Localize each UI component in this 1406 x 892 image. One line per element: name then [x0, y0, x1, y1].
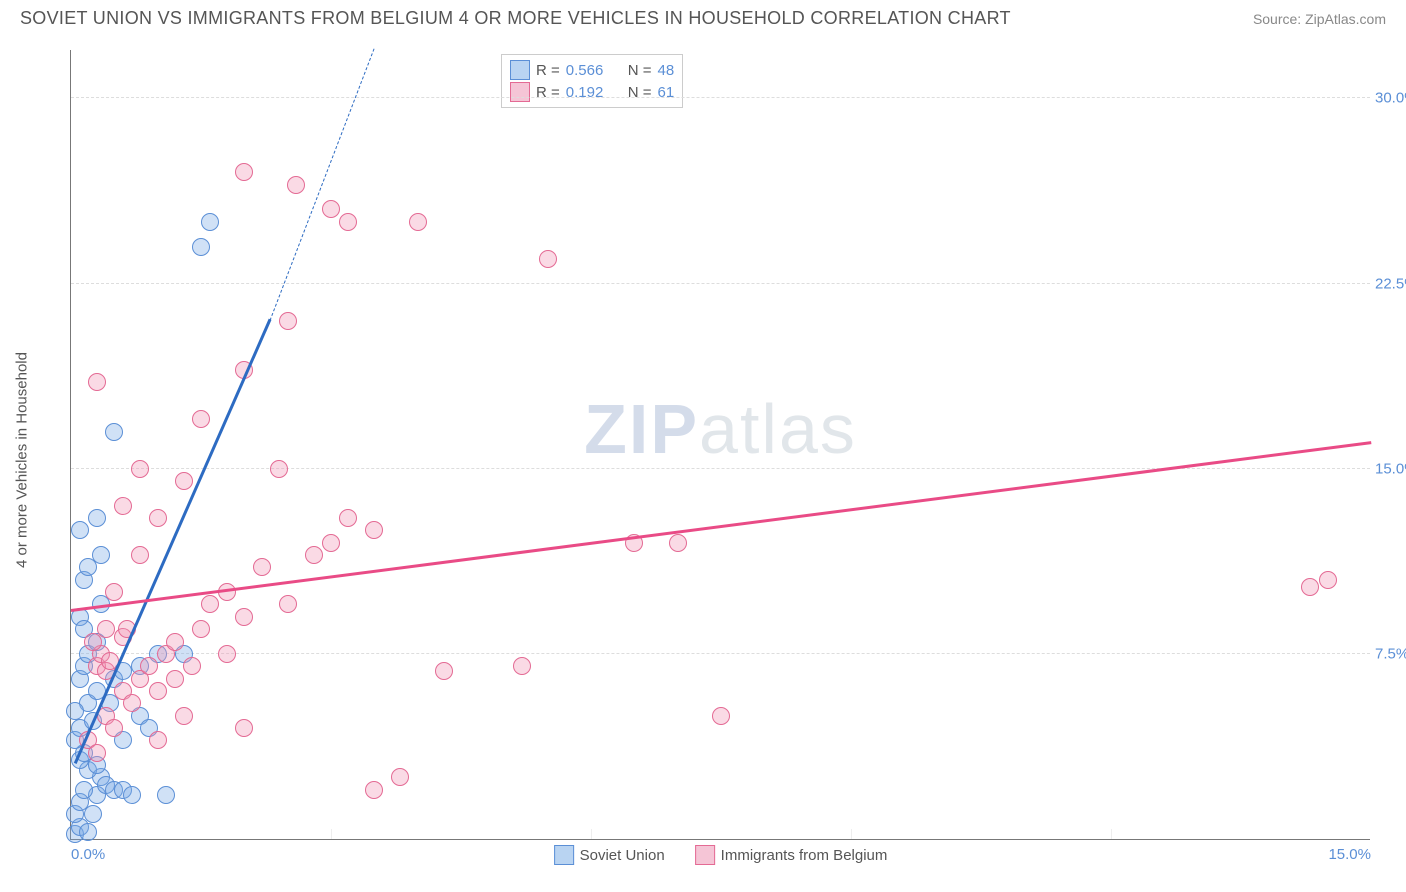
data-point-soviet	[79, 823, 97, 841]
bottom-legend: Soviet Union Immigrants from Belgium	[554, 845, 888, 865]
data-point-soviet	[105, 423, 123, 441]
watermark: ZIPatlas	[584, 389, 857, 469]
data-point-soviet	[201, 213, 219, 231]
data-point-belgium	[322, 200, 340, 218]
n-value-soviet: 48	[658, 62, 675, 79]
x-tick-label: 15.0%	[1328, 846, 1371, 863]
x-minor-tick	[331, 829, 332, 839]
swatch-soviet	[510, 60, 530, 80]
data-point-belgium	[149, 731, 167, 749]
data-point-belgium	[391, 768, 409, 786]
data-point-soviet	[88, 509, 106, 527]
y-tick-label: 15.0%	[1375, 460, 1406, 477]
y-tick-label: 7.5%	[1375, 645, 1406, 662]
data-point-belgium	[114, 497, 132, 515]
data-point-belgium	[192, 620, 210, 638]
stats-row-soviet: R = 0.566 N = 48	[510, 59, 674, 81]
watermark-zip: ZIP	[584, 390, 699, 468]
y-axis-label: 4 or more Vehicles in Household	[14, 352, 31, 568]
data-point-belgium	[166, 670, 184, 688]
watermark-atlas: atlas	[699, 390, 857, 468]
y-tick-label: 30.0%	[1375, 90, 1406, 107]
data-point-belgium	[279, 595, 297, 613]
data-point-belgium	[365, 781, 383, 799]
data-point-belgium	[339, 509, 357, 527]
legend-item-soviet: Soviet Union	[554, 845, 665, 865]
data-point-belgium	[192, 410, 210, 428]
gridline-h	[71, 653, 1370, 654]
trend-line	[270, 48, 375, 320]
data-point-belgium	[1301, 578, 1319, 596]
data-point-belgium	[105, 583, 123, 601]
data-point-soviet	[75, 781, 93, 799]
swatch-belgium	[510, 82, 530, 102]
x-minor-tick	[591, 829, 592, 839]
data-point-belgium	[339, 213, 357, 231]
legend-label-soviet: Soviet Union	[580, 847, 665, 864]
source-label: Source: ZipAtlas.com	[1253, 11, 1386, 27]
swatch-soviet	[554, 845, 574, 865]
data-point-belgium	[305, 546, 323, 564]
gridline-h	[71, 283, 1370, 284]
data-point-belgium	[253, 558, 271, 576]
x-minor-tick	[1111, 829, 1112, 839]
data-point-belgium	[235, 163, 253, 181]
data-point-belgium	[131, 460, 149, 478]
data-point-belgium	[435, 662, 453, 680]
data-point-belgium	[123, 694, 141, 712]
data-point-soviet	[157, 786, 175, 804]
stats-row-belgium: R = 0.192 N = 61	[510, 81, 674, 103]
data-point-belgium	[539, 250, 557, 268]
data-point-soviet	[66, 702, 84, 720]
data-point-belgium	[175, 472, 193, 490]
gridline-h	[71, 97, 1370, 98]
chart-area: 4 or more Vehicles in Household ZIPatlas…	[50, 50, 1386, 870]
data-point-belgium	[149, 509, 167, 527]
plot-region: ZIPatlas R = 0.566 N = 48 R = 0.192 N = …	[70, 50, 1370, 840]
data-point-belgium	[235, 608, 253, 626]
data-point-belgium	[183, 657, 201, 675]
legend-item-belgium: Immigrants from Belgium	[695, 845, 888, 865]
data-point-belgium	[513, 657, 531, 675]
y-tick-label: 22.5%	[1375, 275, 1406, 292]
data-point-belgium	[84, 633, 102, 651]
data-point-belgium	[365, 521, 383, 539]
legend-label-belgium: Immigrants from Belgium	[721, 847, 888, 864]
data-point-belgium	[166, 633, 184, 651]
data-point-belgium	[88, 744, 106, 762]
data-point-soviet	[123, 786, 141, 804]
data-point-belgium	[409, 213, 427, 231]
data-point-belgium	[149, 682, 167, 700]
x-tick-label: 0.0%	[71, 846, 105, 863]
data-point-belgium	[201, 595, 219, 613]
chart-title: SOVIET UNION VS IMMIGRANTS FROM BELGIUM …	[20, 8, 1011, 29]
data-point-belgium	[669, 534, 687, 552]
data-point-belgium	[105, 719, 123, 737]
data-point-belgium	[131, 546, 149, 564]
data-point-belgium	[287, 176, 305, 194]
n-label: N =	[628, 62, 652, 79]
data-point-belgium	[712, 707, 730, 725]
swatch-belgium	[695, 845, 715, 865]
data-point-soviet	[71, 521, 89, 539]
data-point-belgium	[140, 657, 158, 675]
data-point-belgium	[270, 460, 288, 478]
data-point-soviet	[84, 805, 102, 823]
data-point-soviet	[92, 546, 110, 564]
r-label: R =	[536, 62, 560, 79]
data-point-belgium	[218, 645, 236, 663]
data-point-soviet	[192, 238, 210, 256]
stats-legend: R = 0.566 N = 48 R = 0.192 N = 61	[501, 54, 683, 108]
data-point-belgium	[279, 312, 297, 330]
data-point-belgium	[322, 534, 340, 552]
title-bar: SOVIET UNION VS IMMIGRANTS FROM BELGIUM …	[0, 0, 1406, 33]
x-minor-tick	[851, 829, 852, 839]
data-point-belgium	[175, 707, 193, 725]
data-point-belgium	[235, 719, 253, 737]
data-point-belgium	[88, 373, 106, 391]
r-value-soviet: 0.566	[566, 62, 616, 79]
data-point-belgium	[1319, 571, 1337, 589]
